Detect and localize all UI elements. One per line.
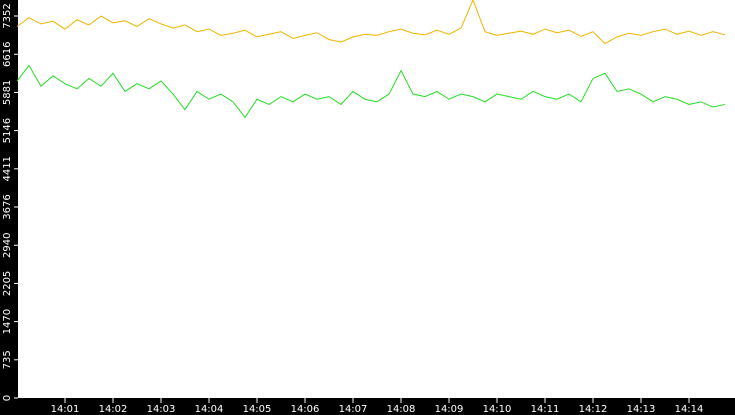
y-tick-label: 4411: [2, 156, 13, 181]
x-tick-label: 14:02: [99, 404, 128, 415]
x-tick-label: 14:11: [531, 404, 560, 415]
x-tick-label: 14:10: [483, 404, 512, 415]
y-tick-label: 5881: [2, 80, 13, 105]
x-tick-label: 14:07: [339, 404, 368, 415]
y-tick-label: 5146: [2, 118, 13, 143]
y-tick-label: 2205: [2, 271, 13, 296]
y-tick-label: 0: [2, 395, 13, 401]
x-tick-label: 14:14: [675, 404, 704, 415]
y-tick-label: 3676: [2, 194, 13, 219]
x-tick-label: 14:09: [435, 404, 464, 415]
plot-area: [18, 0, 735, 398]
y-tick-label: 7352: [2, 3, 13, 28]
x-tick-label: 14:04: [195, 404, 224, 415]
x-tick-label: 14:06: [291, 404, 320, 415]
series-line: [16, 64, 726, 119]
y-tick-label: 2940: [2, 233, 13, 258]
x-tick-label: 14:05: [243, 404, 272, 415]
x-tick-label: 14:12: [579, 404, 608, 415]
y-tick-label: 1470: [2, 309, 13, 334]
x-tick-label: 14:13: [627, 404, 656, 415]
series-line: [16, 0, 726, 45]
y-tick-label: 6616: [2, 42, 13, 67]
y-tick-label: 735: [2, 350, 13, 369]
x-tick-label: 14:03: [147, 404, 176, 415]
x-tick-label: 14:08: [387, 404, 416, 415]
x-tick-label: 14:01: [51, 404, 80, 415]
